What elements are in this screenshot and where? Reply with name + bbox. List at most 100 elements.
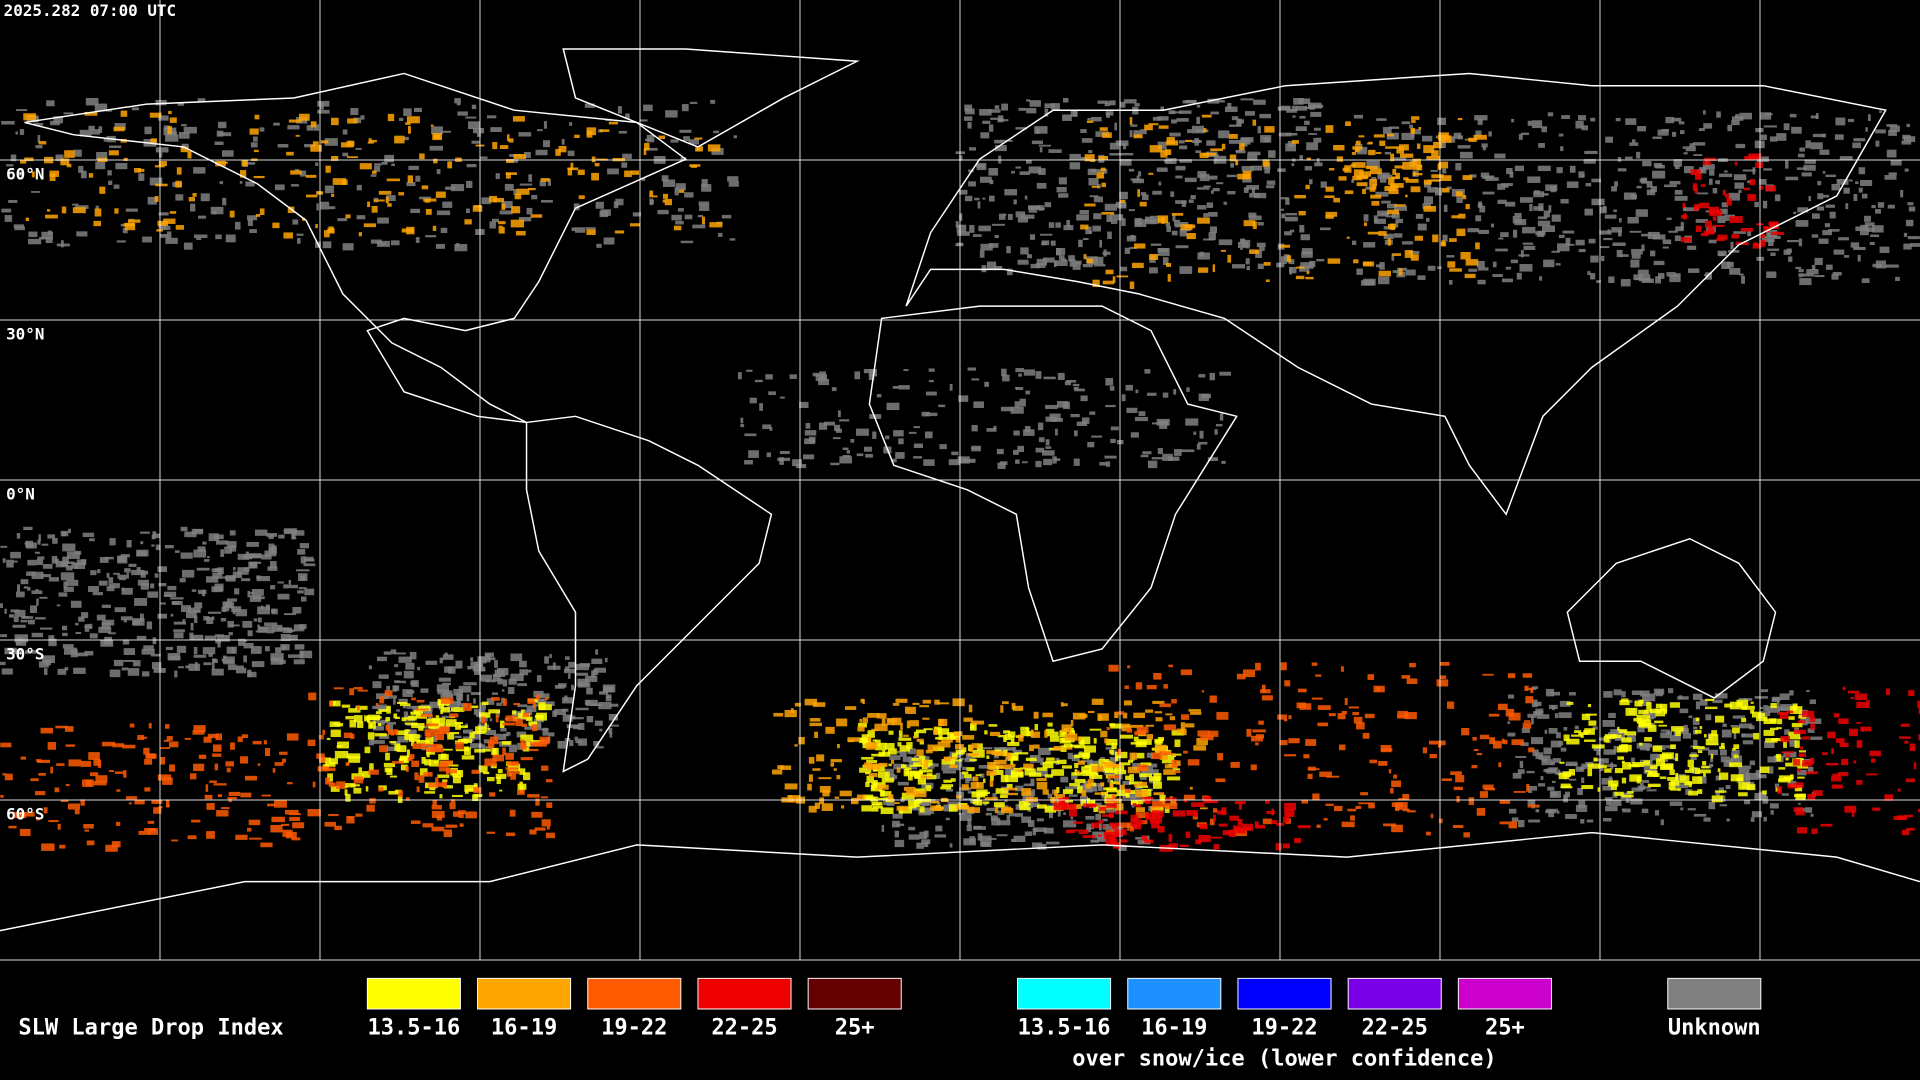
cloud-pixel xyxy=(928,368,935,372)
cloud-pixel xyxy=(464,784,478,792)
cloud-pixel xyxy=(1118,822,1132,828)
cloud-pixel xyxy=(959,757,964,761)
cloud-pixel xyxy=(837,744,840,749)
cloud-pixel xyxy=(1017,259,1029,265)
cloud-pixel xyxy=(1221,143,1226,150)
cloud-pixel xyxy=(1352,162,1366,168)
cloud-pixel xyxy=(1099,462,1107,466)
cloud-pixel xyxy=(1785,757,1789,761)
cloud-pixel xyxy=(1228,830,1237,837)
cloud-pixel xyxy=(1048,812,1054,819)
cloud-pixel xyxy=(1727,250,1740,253)
cloud-pixel xyxy=(1766,231,1770,236)
cloud-pixel xyxy=(481,701,489,706)
cloud-pixel xyxy=(1688,790,1698,796)
cloud-pixel xyxy=(383,762,396,768)
cloud-pixel xyxy=(1037,422,1044,431)
cloud-pixel xyxy=(472,794,479,802)
cloud-pixel xyxy=(316,753,325,759)
cloud-pixel xyxy=(1251,735,1263,742)
cloud-pixel xyxy=(1682,146,1686,149)
cloud-pixel xyxy=(212,753,222,757)
cloud-pixel xyxy=(85,779,92,787)
cloud-pixel xyxy=(214,583,224,592)
cloud-pixel xyxy=(64,150,75,158)
cloud-pixel xyxy=(1729,701,1743,710)
cloud-pixel xyxy=(1146,752,1154,758)
cloud-pixel xyxy=(293,530,305,536)
cloud-pixel xyxy=(437,774,450,778)
cloud-pixel xyxy=(1858,167,1866,175)
cloud-pixel xyxy=(1013,767,1021,771)
cloud-pixel xyxy=(995,788,1008,794)
cloud-pixel xyxy=(1505,266,1512,270)
cloud-pixel xyxy=(1175,175,1183,179)
cloud-pixel xyxy=(1368,149,1376,156)
cloud-pixel xyxy=(92,592,103,596)
cloud-pixel xyxy=(1115,751,1128,759)
cloud-pixel xyxy=(1563,794,1568,803)
cloud-pixel xyxy=(56,604,61,607)
cloud-pixel xyxy=(1685,207,1699,212)
cloud-pixel xyxy=(1776,727,1782,730)
cloud-pixel xyxy=(1171,119,1177,124)
cloud-pixel xyxy=(999,794,1008,798)
cloud-pixel xyxy=(1160,106,1164,110)
cloud-pixel xyxy=(0,603,3,608)
cloud-pixel xyxy=(315,162,319,166)
cloud-pixel xyxy=(58,592,68,597)
cloud-pixel xyxy=(1044,806,1057,813)
cloud-pixel xyxy=(1860,224,1869,228)
cloud-pixel xyxy=(203,662,212,666)
cloud-pixel xyxy=(1625,118,1637,125)
cloud-pixel xyxy=(983,802,988,806)
cloud-pixel xyxy=(591,658,603,665)
cloud-pixel xyxy=(1740,228,1754,232)
cloud-pixel xyxy=(986,755,990,759)
cloud-pixel xyxy=(79,129,92,137)
cloud-pixel xyxy=(390,649,397,655)
cloud-pixel xyxy=(1089,728,1102,731)
cloud-pixel xyxy=(164,545,174,549)
cloud-pixel xyxy=(432,225,437,231)
cloud-pixel xyxy=(138,168,145,172)
cloud-pixel xyxy=(1161,216,1165,224)
cloud-pixel xyxy=(1038,144,1051,147)
cloud-pixel xyxy=(1278,244,1291,248)
cloud-pixel xyxy=(1363,222,1368,227)
cloud-pixel xyxy=(1751,811,1763,818)
cloud-pixel xyxy=(1703,110,1706,115)
cloud-pixel xyxy=(1785,754,1791,757)
cloud-pixel xyxy=(346,816,355,824)
cloud-pixel xyxy=(1286,108,1297,113)
cloud-pixel xyxy=(1135,790,1149,798)
cloud-pixel xyxy=(198,215,207,219)
cloud-pixel xyxy=(449,802,456,810)
cloud-pixel xyxy=(1264,167,1271,174)
cloud-pixel xyxy=(1694,188,1699,194)
cloud-pixel xyxy=(1351,179,1354,183)
cloud-pixel xyxy=(212,211,217,215)
cloud-pixel xyxy=(1731,116,1744,121)
cloud-pixel xyxy=(1265,799,1270,804)
cloud-pixel xyxy=(261,554,272,560)
cloud-pixel xyxy=(997,734,1006,738)
cloud-pixel xyxy=(450,184,465,192)
cloud-pixel xyxy=(1498,237,1504,240)
cloud-pixel xyxy=(1056,786,1060,793)
cloud-pixel xyxy=(768,391,776,396)
cloud-pixel xyxy=(4,215,13,222)
cloud-pixel xyxy=(13,616,19,623)
cloud-pixel xyxy=(1831,748,1834,755)
cloud-pixel xyxy=(1183,750,1188,754)
cloud-pixel xyxy=(1127,665,1131,669)
cloud-pixel xyxy=(658,135,666,139)
cloud-pixel xyxy=(15,131,18,135)
cloud-pixel xyxy=(1828,229,1840,232)
cloud-pixel xyxy=(1134,219,1147,228)
cloud-pixel xyxy=(808,774,813,782)
cloud-pixel xyxy=(1105,738,1118,746)
cloud-pixel xyxy=(1789,741,1794,744)
cloud-pixel xyxy=(1260,689,1271,694)
cloud-pixel xyxy=(1296,702,1306,709)
